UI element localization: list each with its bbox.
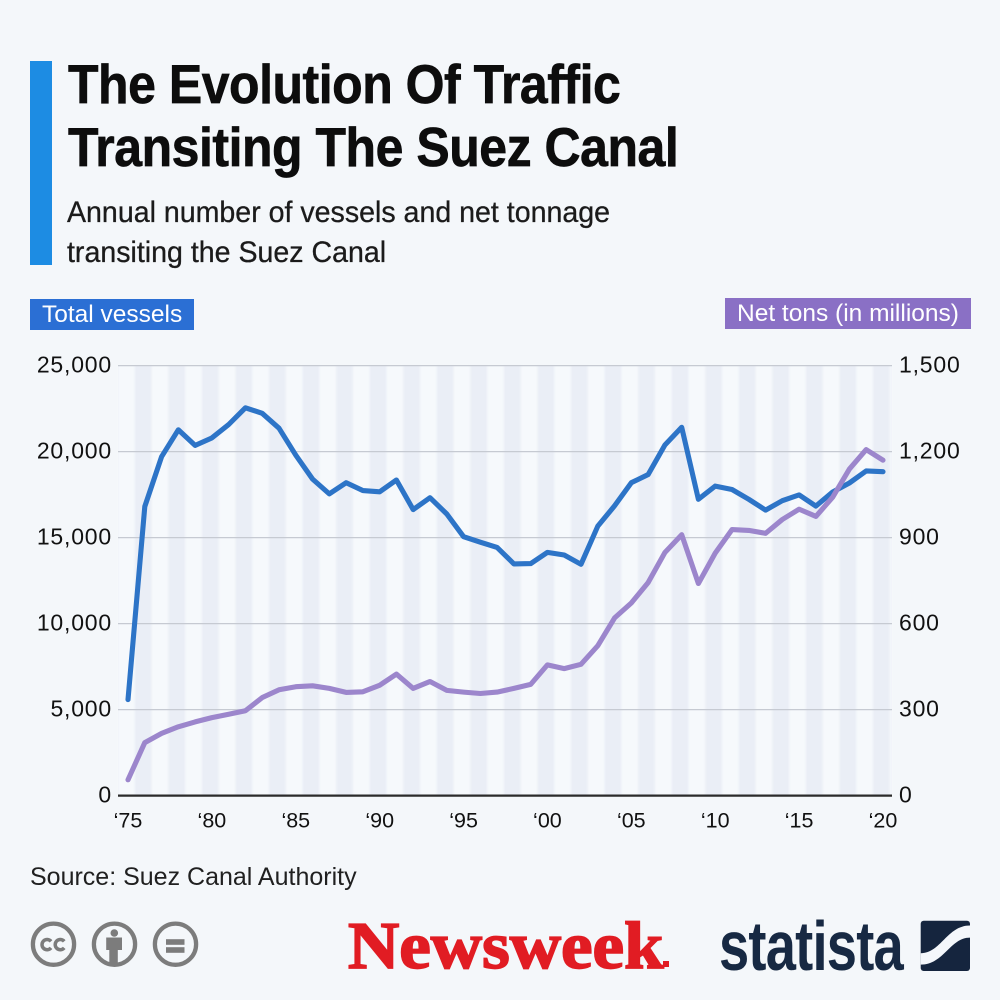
svg-text:1,500: 1,500: [899, 352, 961, 378]
svg-text:‘15: ‘15: [785, 809, 814, 833]
svg-text:0: 0: [98, 782, 112, 808]
svg-text:5,000: 5,000: [50, 696, 112, 722]
svg-text:15,000: 15,000: [37, 524, 112, 550]
svg-text:900: 900: [899, 524, 940, 550]
svg-text:0: 0: [899, 782, 913, 808]
svg-text:600: 600: [899, 610, 940, 636]
svg-text:1,200: 1,200: [899, 438, 961, 464]
svg-text:‘75: ‘75: [114, 809, 143, 833]
svg-text:‘05: ‘05: [617, 809, 646, 833]
svg-text:‘20: ‘20: [869, 809, 898, 833]
svg-text:‘85: ‘85: [281, 809, 310, 833]
svg-text:‘10: ‘10: [701, 809, 730, 833]
svg-text:‘00: ‘00: [533, 809, 562, 833]
svg-text:300: 300: [899, 696, 940, 722]
svg-text:10,000: 10,000: [37, 610, 112, 636]
svg-text:‘90: ‘90: [365, 809, 394, 833]
svg-text:‘80: ‘80: [198, 809, 227, 833]
svg-text:20,000: 20,000: [37, 438, 112, 464]
svg-text:25,000: 25,000: [37, 352, 112, 378]
svg-text:‘95: ‘95: [449, 809, 478, 833]
